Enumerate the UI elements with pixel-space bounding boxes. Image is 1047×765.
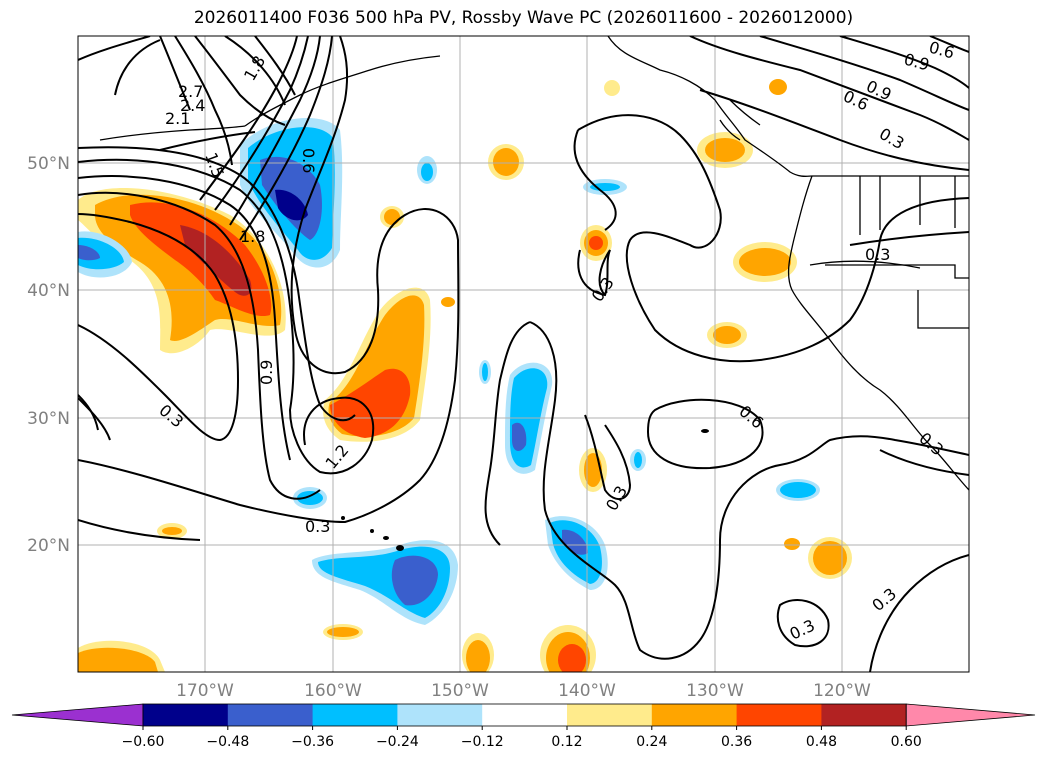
colorbar-segment bbox=[736, 704, 822, 726]
colorbar-tick-label: 0.24 bbox=[636, 734, 667, 750]
colorbar-tick-label: −0.36 bbox=[291, 734, 334, 750]
coastlines bbox=[99, 36, 969, 491]
colorbar-tick-label: −0.12 bbox=[461, 734, 504, 750]
colorbar-outline bbox=[142, 703, 907, 727]
colorbar-segment bbox=[312, 704, 398, 726]
colorbar-segment bbox=[567, 704, 653, 726]
negative-anomaly-hawaii bbox=[312, 540, 458, 625]
colorbar-segment bbox=[482, 704, 568, 726]
lat-label: 30°N bbox=[27, 409, 70, 429]
colorbar-segment bbox=[397, 704, 483, 726]
map-title: 2026011400 F036 500 hPa PV, Rossby Wave … bbox=[193, 8, 854, 28]
latitude-labels: 50°N 40°N 30°N 20°N bbox=[27, 154, 70, 556]
lon-label: 120°W bbox=[813, 681, 871, 701]
colorbar-tick-label: −0.60 bbox=[122, 734, 165, 750]
contour-label: 0.3 bbox=[305, 517, 330, 536]
map-frame bbox=[77, 35, 970, 673]
lon-label: 140°W bbox=[558, 681, 616, 701]
contour-label: 0.6 bbox=[299, 148, 318, 173]
longitude-labels: 170°W 160°W 150°W 140°W 130°W 120°W bbox=[176, 681, 871, 701]
positive-anomaly-west bbox=[78, 188, 286, 354]
colorbar-segment bbox=[143, 704, 229, 726]
colorbar-tick-label: −0.24 bbox=[376, 734, 419, 750]
colorbar: −0.60 −0.48 −0.36 −0.24 −0.12 0.12 0.24 0.36 0.4… bbox=[11, 703, 1036, 750]
colorbar-tick-label: 0.36 bbox=[721, 734, 752, 750]
positive-anomaly-center bbox=[323, 287, 431, 442]
contour-label: 0.3 bbox=[865, 245, 890, 264]
colorbar-segment bbox=[651, 704, 738, 726]
colorbar-tick-label: 0.48 bbox=[806, 734, 837, 750]
lon-label: 130°W bbox=[686, 681, 744, 701]
lon-label: 170°W bbox=[176, 681, 234, 701]
pv-contours bbox=[78, 36, 969, 672]
small-anomalies bbox=[78, 79, 852, 672]
lat-label: 20°N bbox=[27, 536, 70, 556]
lon-label: 160°W bbox=[304, 681, 362, 701]
negative-anomaly-north bbox=[240, 118, 343, 268]
contour-label: 2.1 bbox=[165, 109, 190, 128]
colorbar-tick-label: −0.48 bbox=[206, 734, 249, 750]
colorbar-segment bbox=[227, 704, 314, 726]
islands bbox=[341, 429, 709, 551]
contour-label: 2.4 bbox=[180, 96, 205, 115]
contour-label: 0.9 bbox=[257, 360, 276, 385]
contour-label: 1.8 bbox=[240, 227, 265, 246]
lon-label: 150°W bbox=[431, 681, 489, 701]
contour-label: 2.7 bbox=[178, 82, 203, 101]
lat-label: 40°N bbox=[27, 281, 70, 301]
lat-label: 50°N bbox=[27, 154, 70, 174]
colorbar-extend-min bbox=[11, 703, 144, 727]
colorbar-extend-max bbox=[905, 703, 1036, 727]
negative-anomaly-far-west bbox=[78, 231, 132, 278]
colorbar-segment bbox=[821, 704, 907, 726]
colorbar-tick-label: 0.12 bbox=[551, 734, 582, 750]
colorbar-tick-label: 0.60 bbox=[891, 734, 922, 750]
